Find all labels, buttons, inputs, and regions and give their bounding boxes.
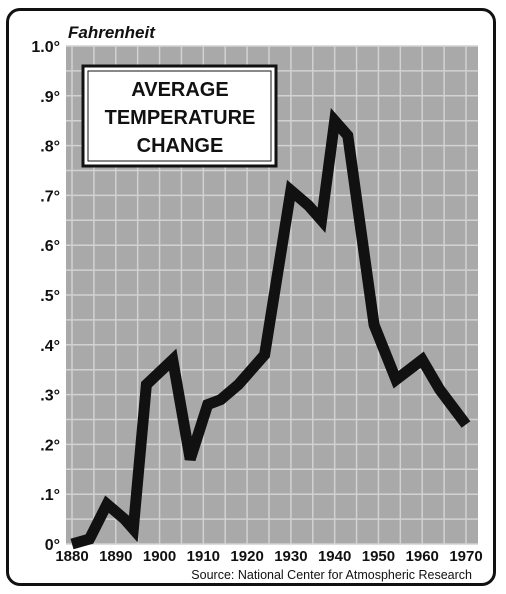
y-tick-label: 0° xyxy=(45,537,60,554)
x-tick-label: 1970 xyxy=(449,548,482,565)
x-tick-label: 1920 xyxy=(230,548,263,565)
chart-title-line-1: AVERAGE xyxy=(131,79,228,101)
series-line xyxy=(70,107,471,550)
y-tick-label: .1° xyxy=(40,487,60,504)
y-tick-label: .4° xyxy=(40,338,60,355)
y-tick-label: 1.0° xyxy=(31,39,60,56)
y-tick-label: .5° xyxy=(40,288,60,305)
x-axis-ticks: 1880 1890 1900 1910 1920 1930 1940 1950 1960 1970 xyxy=(55,548,482,565)
chart-title-line-3: CHANGE xyxy=(137,135,224,157)
x-tick-label: 1960 xyxy=(406,548,439,565)
y-tick-label: .8° xyxy=(40,139,60,156)
unit-label: Fahrenheit xyxy=(68,23,156,42)
x-tick-label: 1910 xyxy=(187,548,220,565)
y-tick-label: .3° xyxy=(40,388,60,405)
y-tick-label: .2° xyxy=(40,437,60,454)
x-tick-label: 1930 xyxy=(274,548,307,565)
y-tick-label: .7° xyxy=(40,188,60,205)
source-note: Source: National Center for Atmospheric … xyxy=(191,568,472,582)
y-tick-label: .6° xyxy=(40,238,60,255)
x-tick-label: 1880 xyxy=(55,548,88,565)
x-tick-label: 1940 xyxy=(318,548,351,565)
chart-title-box: AVERAGE TEMPERATURE CHANGE xyxy=(81,64,278,168)
chart-title-line-2: TEMPERATURE xyxy=(105,107,256,129)
x-tick-label: 1890 xyxy=(99,548,132,565)
y-axis-ticks: 0° .1° .2° .3° .4° .5° .6° .7° .8° .9° 1.0° xyxy=(31,39,60,554)
y-tick-label: .9° xyxy=(40,89,60,106)
x-tick-label: 1900 xyxy=(143,548,176,565)
x-tick-label: 1950 xyxy=(362,548,395,565)
